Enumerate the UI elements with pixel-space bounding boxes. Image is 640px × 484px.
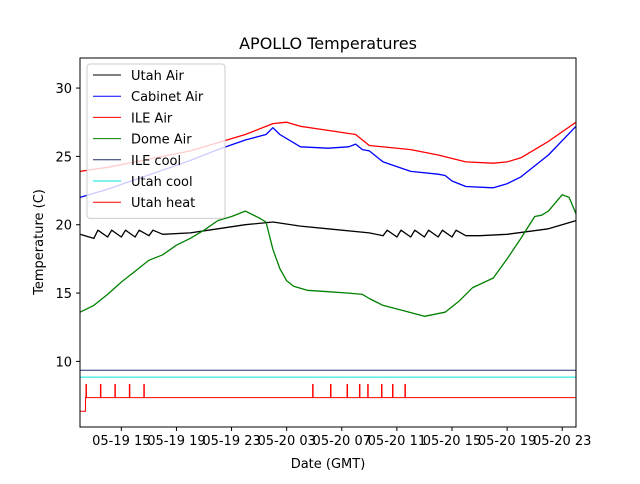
chart-title: APOLLO Temperatures xyxy=(239,34,417,53)
y-axis-label: Temperature (C) xyxy=(32,189,47,296)
x-tick-label: 05-19 19 xyxy=(147,434,205,449)
y-tick-label: 25 xyxy=(55,150,72,165)
x-tick-label: 05-20 19 xyxy=(478,434,536,449)
legend-label: ILE cool xyxy=(131,154,181,169)
y-axis-ticks: 10 15 20 25 30 xyxy=(55,82,80,370)
series-line-dome-air xyxy=(79,194,577,317)
legend-label: Utah heat xyxy=(131,196,195,211)
legend-item-cabinet-air: Cabinet Air xyxy=(93,90,204,105)
y-tick-label: 20 xyxy=(55,219,72,234)
y-tick-label: 15 xyxy=(55,287,72,302)
x-tick-label: 05-19 15 xyxy=(92,434,150,449)
legend-item-utah-air: Utah Air xyxy=(93,69,184,84)
legend-box xyxy=(86,63,226,219)
legend-item-ile-cool: ILE cool xyxy=(93,154,181,169)
legend-label: ILE Air xyxy=(131,111,173,126)
plot-frame xyxy=(79,57,577,428)
x-tick-label: 05-20 11 xyxy=(368,434,426,449)
series-line-utah-air xyxy=(79,219,577,240)
y-tick-label: 30 xyxy=(55,82,72,97)
legend-item-utah-cool: Utah cool xyxy=(93,175,193,190)
x-tick-label: 05-20 23 xyxy=(533,434,591,449)
x-axis-label: Date (GMT) xyxy=(291,457,366,472)
legend-label: Utah cool xyxy=(131,175,193,190)
legend-label: Dome Air xyxy=(131,133,192,148)
x-tick-label: 05-20 03 xyxy=(257,434,315,449)
legend-item-ile-air: ILE Air xyxy=(93,111,173,126)
y-tick-label: 10 xyxy=(55,355,72,370)
legend-label: Utah Air xyxy=(131,69,184,84)
legend-label: Cabinet Air xyxy=(131,90,204,105)
x-tick-label: 05-20 15 xyxy=(423,434,481,449)
series-utah-heat xyxy=(80,383,576,412)
legend-item-dome-air: Dome Air xyxy=(93,133,192,148)
x-tick-label: 05-20 07 xyxy=(313,434,371,449)
legend: Utah Air Cabinet Air ILE Air Dome Air ILE co… xyxy=(86,63,226,219)
legend-item-utah-heat: Utah heat xyxy=(93,196,195,211)
x-tick-label: 05-19 23 xyxy=(202,434,260,449)
